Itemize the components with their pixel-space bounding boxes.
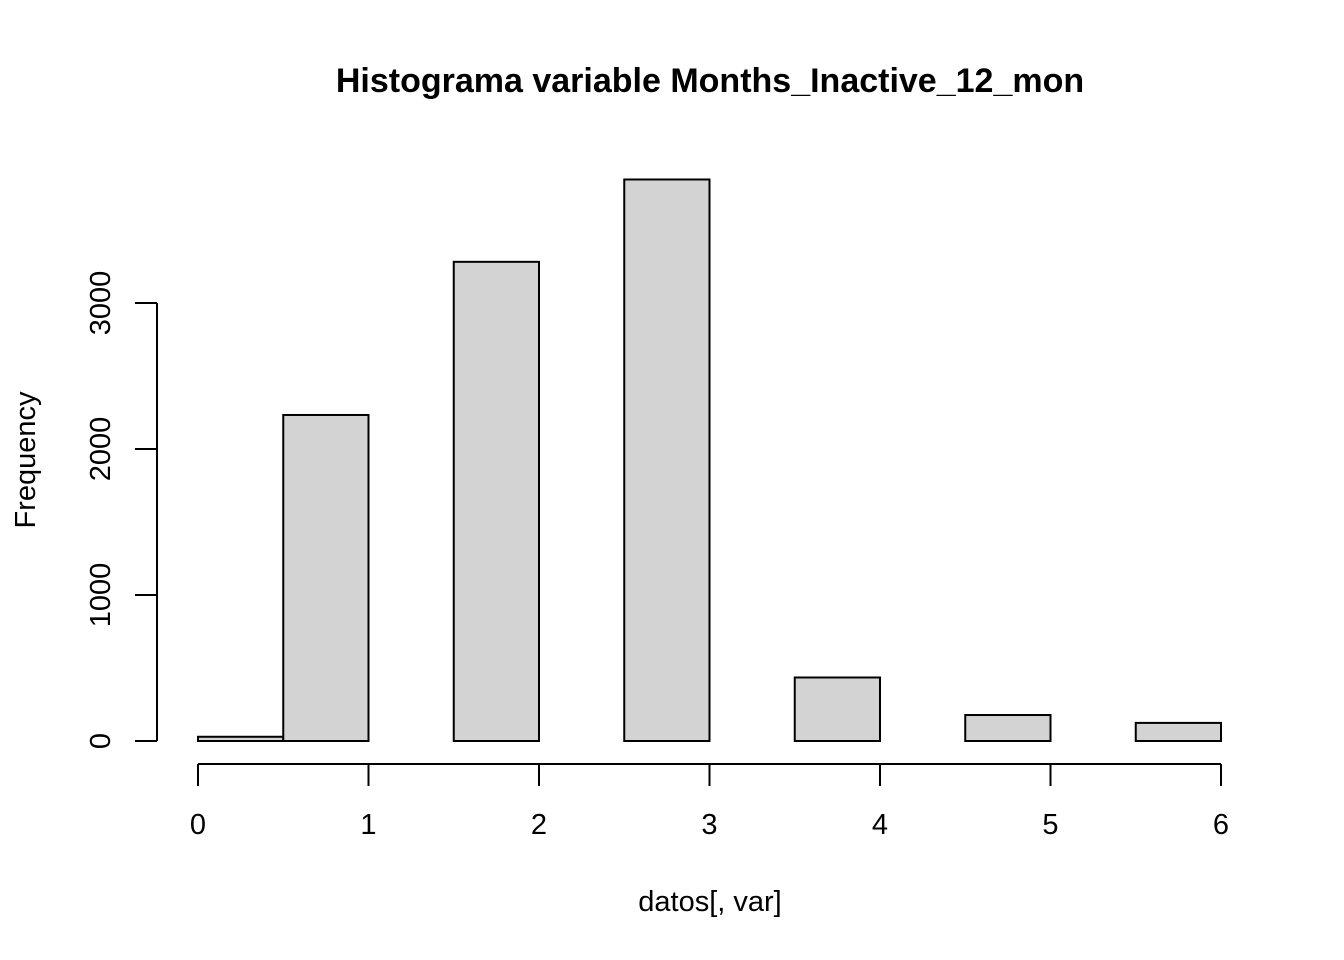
x-tick-label-6: 6 <box>1213 809 1229 841</box>
y-tick-label-2: 2000 <box>85 417 117 482</box>
histogram-bar-1 <box>282 413 370 742</box>
x-tick-label-1: 1 <box>360 809 376 841</box>
x-tick-label-4: 4 <box>872 809 888 841</box>
x-tick-label-2: 2 <box>531 809 547 841</box>
y-tick-label-1: 1000 <box>85 563 117 628</box>
y-tick-label-3: 3000 <box>85 271 117 336</box>
y-axis: 0 1000 2000 3000 <box>85 271 158 749</box>
x-tick-label-3: 3 <box>701 809 717 841</box>
histogram-bar-9 <box>964 714 1052 743</box>
y-tick-label-0: 0 <box>85 733 117 749</box>
y-axis-label: Frequency <box>10 391 42 529</box>
x-axis-label: datos[, var] <box>638 886 781 918</box>
x-axis: 0 1 2 3 4 5 6 <box>190 763 1229 841</box>
x-tick-label-5: 5 <box>1042 809 1058 841</box>
histogram-bar-5 <box>623 178 711 742</box>
histogram-bar-0 <box>197 735 285 742</box>
histogram-bars <box>197 178 1222 743</box>
histogram-bar-7 <box>793 676 881 742</box>
histogram-bar-3 <box>452 260 540 742</box>
chart-title: Histograma variable Months_Inactive_12_m… <box>336 62 1084 100</box>
histogram-bar-11 <box>1134 721 1222 742</box>
x-tick-label-0: 0 <box>190 809 206 841</box>
